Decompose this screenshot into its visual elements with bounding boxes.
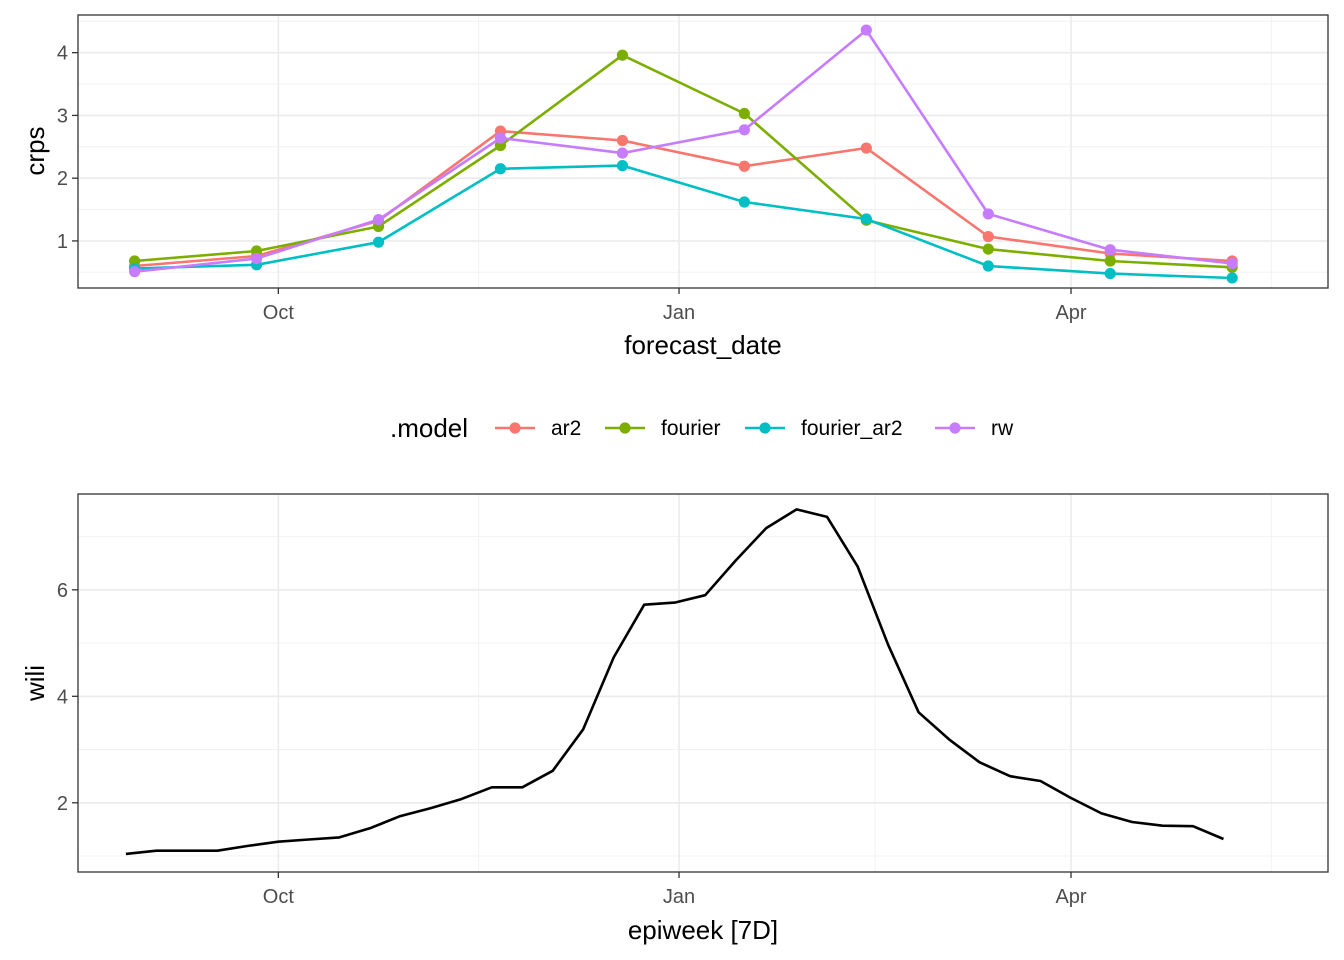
point-rw	[616, 147, 629, 159]
wili-grid	[78, 494, 1328, 872]
point-rw	[1104, 244, 1116, 256]
point-fourier_ar2	[616, 160, 629, 172]
point-fourier_ar2	[1226, 272, 1238, 284]
crps-series-layer	[129, 24, 1238, 284]
legend-key-point	[509, 422, 521, 434]
point-ar2	[982, 230, 994, 243]
point-rw	[372, 213, 385, 226]
legend-label: fourier_ar2	[801, 417, 903, 440]
point-fourier	[616, 49, 629, 61]
x-tick-label: Apr	[1055, 886, 1086, 908]
series-line-rw	[134, 28, 1233, 273]
point-rw	[494, 132, 507, 144]
point-ar2	[738, 160, 750, 172]
crps-panel-border	[77, 14, 1329, 289]
wili-panel-border	[77, 493, 1329, 873]
point-fourier	[1104, 255, 1116, 267]
x-tick-label: Oct	[263, 302, 295, 324]
legend-title: .model	[390, 413, 468, 443]
point-fourier_ar2	[372, 236, 385, 248]
legend-key-point	[759, 422, 771, 434]
legend-items: ar2 fourier fourier_ar2 rw	[495, 417, 1014, 440]
wili-panel: Oct Jan Apr 2 4 6 epiweek [7D] wili	[20, 493, 1329, 945]
point-rw	[860, 24, 872, 36]
legend-item-fourier_ar2: fourier_ar2	[745, 417, 903, 440]
x-tick-label: Jan	[663, 886, 695, 908]
point-fourier_ar2	[860, 213, 872, 225]
point-fourier_ar2	[1104, 267, 1116, 280]
point-fourier_ar2	[494, 163, 507, 175]
wili-panel-background	[78, 494, 1328, 872]
point-rw	[982, 208, 994, 220]
crps-x-axis-title: forecast_date	[624, 330, 782, 360]
legend-label: ar2	[551, 417, 581, 440]
model-legend: .model ar2 fourier fourier_ar2 rw	[390, 413, 1014, 443]
wili-series-layer	[125, 508, 1225, 856]
crps-panel: Oct Jan Apr 1 2 3 4 forecast_date crps	[20, 14, 1329, 360]
crps-y-axis-title: crps	[20, 126, 50, 175]
wili-y-axis-title: wili	[20, 665, 50, 702]
point-rw	[738, 124, 750, 136]
y-tick-label: 3	[57, 105, 68, 127]
crps-panel-background	[78, 15, 1328, 288]
point-rw	[250, 252, 263, 265]
legend-label: fourier	[661, 417, 721, 440]
point-fourier	[982, 243, 994, 255]
y-tick-label: 2	[57, 793, 68, 815]
y-tick-label: 4	[57, 43, 68, 65]
x-tick-label: Oct	[263, 886, 295, 908]
y-tick-label: 2	[57, 168, 68, 190]
y-tick-label: 4	[57, 686, 68, 708]
y-tick-label: 6	[57, 580, 68, 602]
point-fourier_ar2	[738, 196, 750, 208]
legend-item-fourier: fourier	[605, 417, 721, 440]
point-ar2	[860, 142, 872, 154]
series-line-fourier_ar2	[134, 164, 1233, 280]
legend-label: rw	[991, 417, 1014, 440]
series-line-wili	[125, 508, 1225, 856]
point-rw	[129, 266, 141, 278]
wili-axis-ticks: Oct Jan Apr 2 4 6	[57, 580, 1087, 908]
crps-grid	[78, 15, 1328, 288]
wili-x-axis-title: epiweek [7D]	[628, 915, 778, 945]
legend-item-ar2: ar2	[495, 417, 581, 440]
point-fourier	[738, 107, 750, 120]
legend-key-point	[619, 422, 631, 434]
point-ar2	[616, 134, 629, 147]
legend-item-rw: rw	[935, 417, 1014, 440]
x-tick-label: Apr	[1055, 302, 1086, 324]
crps-axis-ticks: Oct Jan Apr 1 2 3 4	[57, 43, 1087, 324]
legend-key-point	[949, 422, 961, 434]
point-fourier_ar2	[982, 260, 994, 272]
point-rw	[1226, 257, 1238, 270]
x-tick-label: Jan	[663, 302, 695, 324]
y-tick-label: 1	[57, 231, 68, 253]
